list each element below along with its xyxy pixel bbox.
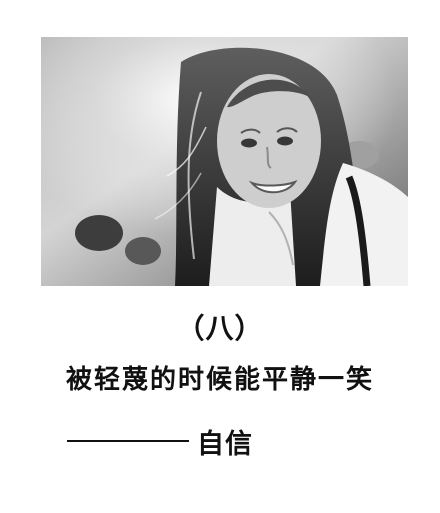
- chapter-label: （八）: [176, 312, 264, 345]
- portrait-photo: [41, 37, 408, 286]
- quote-line: 被轻蔑的时候能平静一笑: [65, 365, 374, 395]
- signature-text: 自信: [197, 428, 253, 460]
- signature-row: 自信: [67, 421, 287, 461]
- signature-rule: [67, 440, 189, 442]
- portrait-illustration: [41, 37, 408, 286]
